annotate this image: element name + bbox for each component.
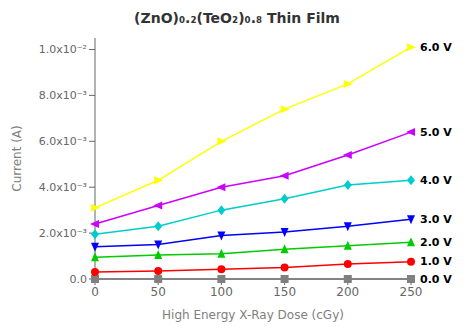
svg-text:1.0x10⁻²: 1.0x10⁻²	[39, 43, 87, 56]
svg-text:0.0 V: 0.0 V	[420, 273, 452, 286]
svg-text:6.0 V: 6.0 V	[420, 41, 452, 54]
svg-text:250: 250	[400, 285, 423, 299]
svg-text:4.0x10⁻³: 4.0x10⁻³	[39, 181, 87, 194]
svg-text:High Energy X-Ray Dose (cGy): High Energy X-Ray Dose (cGy)	[162, 308, 344, 322]
svg-text:1.0 V: 1.0 V	[420, 255, 452, 268]
svg-text:0.0: 0.0	[70, 273, 88, 286]
svg-text:50: 50	[151, 285, 166, 299]
svg-text:2.0 V: 2.0 V	[420, 236, 452, 249]
svg-text:6.0x10⁻³: 6.0x10⁻³	[39, 135, 87, 148]
svg-text:2.0x10⁻³: 2.0x10⁻³	[39, 227, 87, 240]
svg-text:100: 100	[210, 285, 233, 299]
svg-text:5.0 V: 5.0 V	[420, 126, 452, 139]
svg-text:0: 0	[91, 285, 99, 299]
html-text:(ZnO)₀.₂(TeO₂)₀.₈ Thin Film: (ZnO)₀.₂(TeO₂)₀.₈ Thin Film	[134, 10, 340, 26]
svg-text:Current (A): Current (A)	[10, 125, 24, 191]
svg-text:4.0 V: 4.0 V	[420, 174, 452, 187]
svg-text:200: 200	[336, 285, 359, 299]
svg-text:150: 150	[273, 285, 296, 299]
svg-text:3.0 V: 3.0 V	[420, 213, 452, 226]
svg-text:8.0x10⁻³: 8.0x10⁻³	[39, 89, 87, 102]
